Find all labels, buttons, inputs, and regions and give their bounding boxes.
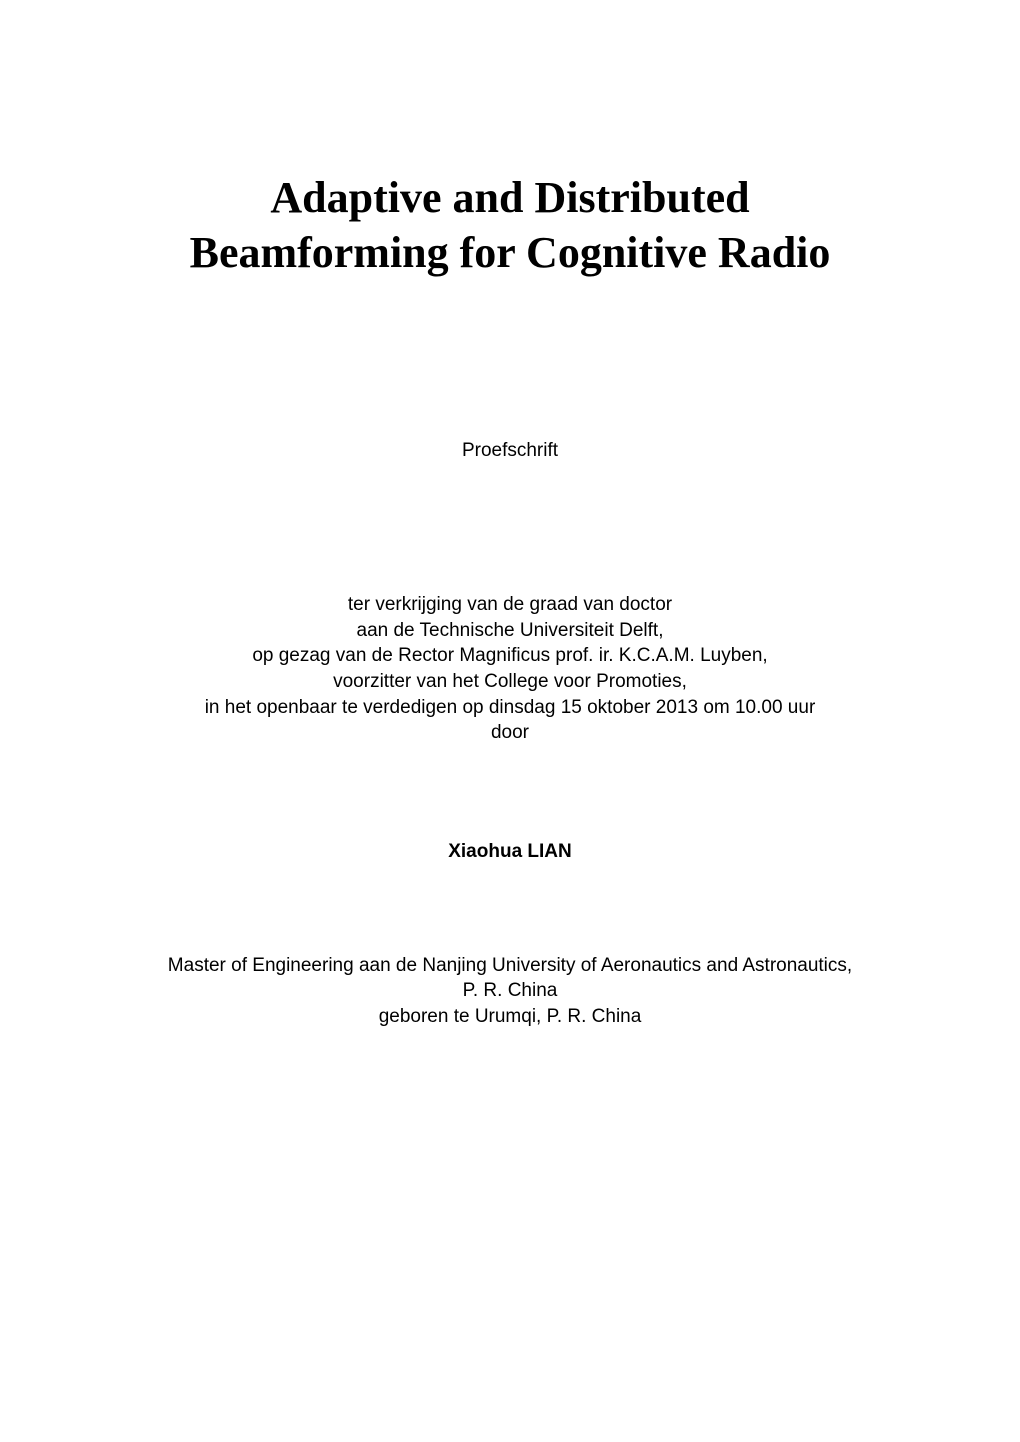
info-line-1: ter verkrijging van de graad van doctor — [110, 592, 910, 618]
author-name: Xiaohua LIAN — [110, 841, 910, 863]
degree-line-3: geboren te Urumqi, P. R. China — [110, 1004, 910, 1030]
degree-block: Master of Engineering aan de Nanjing Uni… — [110, 953, 910, 1030]
info-line-3: op gezag van de Rector Magnificus prof. … — [110, 643, 910, 669]
title-line-1: Adaptive and Distributed — [110, 170, 910, 225]
degree-line-1: Master of Engineering aan de Nanjing Uni… — [110, 953, 910, 979]
thesis-title-page: Adaptive and Distributed Beamforming for… — [0, 0, 1020, 1442]
info-line-2: aan de Technische Universiteit Delft, — [110, 618, 910, 644]
title-line-2: Beamforming for Cognitive Radio — [110, 225, 910, 280]
title-block: Adaptive and Distributed Beamforming for… — [110, 170, 910, 280]
defense-info-block: ter verkrijging van de graad van doctor … — [110, 592, 910, 746]
subtitle-label: Proefschrift — [110, 440, 910, 462]
info-line-6: door — [110, 720, 910, 746]
info-line-5: in het openbaar te verdedigen op dinsdag… — [110, 695, 910, 721]
info-line-4: voorzitter van het College voor Promotie… — [110, 669, 910, 695]
degree-line-2: P. R. China — [110, 978, 910, 1004]
